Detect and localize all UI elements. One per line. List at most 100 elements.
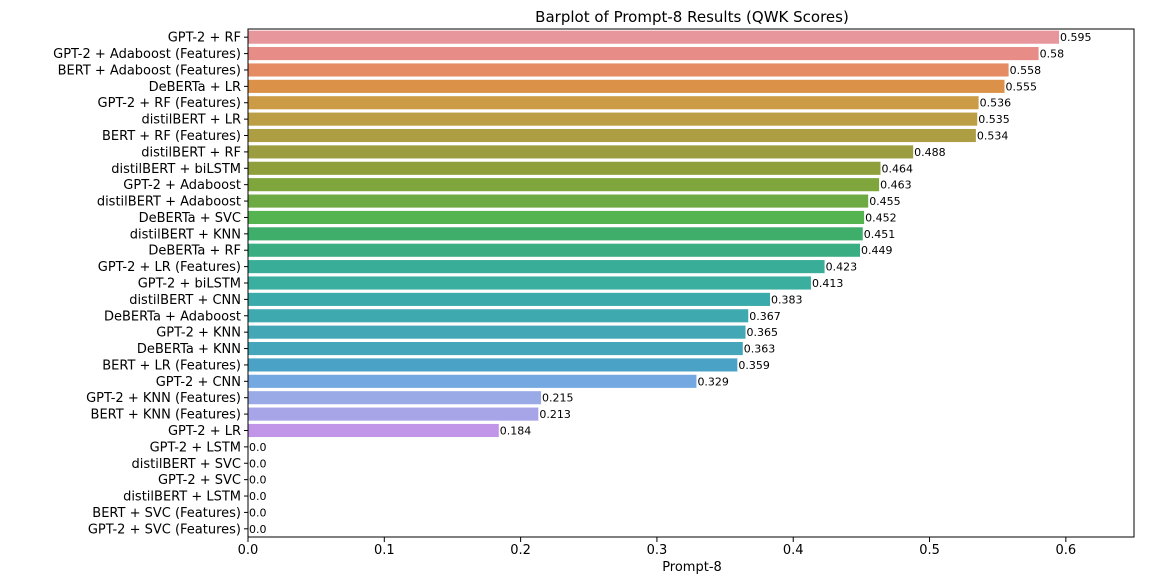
bar <box>248 358 738 372</box>
x-tick-label: 0.3 <box>647 543 668 558</box>
bar <box>248 407 539 421</box>
category-label: distilBERT + KNN <box>130 227 241 242</box>
category-label: BERT + SVC (Features) <box>92 506 241 521</box>
bar <box>248 96 979 110</box>
bar <box>248 112 978 126</box>
bar <box>248 178 880 192</box>
x-tick-label: 0.4 <box>783 543 804 558</box>
value-label: 0.0 <box>249 474 267 487</box>
value-label: 0.558 <box>1010 64 1042 77</box>
bar <box>248 292 771 306</box>
category-label: BERT + Adaboost (Features) <box>58 63 241 78</box>
value-label: 0.365 <box>747 326 779 339</box>
category-label: BERT + KNN (Features) <box>91 408 241 423</box>
value-label: 0.0 <box>249 490 267 503</box>
value-label: 0.329 <box>697 375 729 388</box>
bar <box>248 341 743 356</box>
category-label: distilBERT + Adaboost <box>97 195 241 210</box>
bar <box>248 79 1005 93</box>
chart-title: Barplot of Prompt-8 Results (QWK Scores) <box>535 8 849 26</box>
value-labels: 0.5950.580.5580.5550.5360.5350.5340.4880… <box>249 31 1092 536</box>
bars-layer <box>248 30 1060 438</box>
value-label: 0.488 <box>914 146 946 159</box>
value-label: 0.383 <box>771 293 803 306</box>
category-label: distilBERT + LR <box>141 113 241 128</box>
value-label: 0.363 <box>744 343 776 356</box>
bar <box>248 161 881 175</box>
category-label: GPT-2 + CNN <box>156 375 241 390</box>
value-label: 0.534 <box>977 130 1009 143</box>
value-label: 0.536 <box>980 97 1012 110</box>
category-label: GPT-2 + LSTM <box>150 440 241 455</box>
bar <box>248 145 914 159</box>
category-label: DeBERTa + KNN <box>137 342 241 357</box>
x-tick-label: 0.2 <box>510 543 531 558</box>
bar <box>248 374 697 388</box>
category-label: GPT-2 + KNN <box>156 326 241 341</box>
value-label: 0.184 <box>500 424 532 437</box>
x-axis-label: Prompt-8 <box>662 560 722 575</box>
value-label: 0.535 <box>978 113 1010 126</box>
value-label: 0.452 <box>865 211 897 224</box>
value-label: 0.213 <box>539 408 571 421</box>
category-label: distilBERT + SVC <box>132 457 242 472</box>
bar <box>248 128 976 143</box>
value-label: 0.359 <box>738 359 770 372</box>
value-label: 0.58 <box>1040 48 1065 61</box>
category-label: GPT-2 + KNN (Features) <box>86 391 241 406</box>
value-label: 0.413 <box>812 277 844 290</box>
category-label: GPT-2 + LR (Features) <box>98 260 241 275</box>
category-label: BERT + LR (Features) <box>102 358 241 373</box>
bar <box>248 243 861 257</box>
plot-area-frame <box>247 28 1135 538</box>
category-label: DeBERTa + LR <box>149 80 241 95</box>
value-label: 0.449 <box>861 244 893 257</box>
category-label: GPT-2 + biLSTM <box>138 277 241 292</box>
bar <box>248 227 863 241</box>
category-label: GPT-2 + SVC (Features) <box>88 522 241 537</box>
category-label: GPT-2 + LR <box>168 424 241 439</box>
value-label: 0.451 <box>864 228 896 241</box>
bar <box>248 391 542 405</box>
bar <box>248 309 749 323</box>
value-label: 0.595 <box>1060 31 1092 44</box>
value-label: 0.0 <box>249 523 267 536</box>
category-label: GPT-2 + Adaboost <box>123 178 241 193</box>
category-label: distilBERT + LSTM <box>123 490 241 505</box>
category-label: distilBERT + CNN <box>129 293 241 308</box>
value-label: 0.455 <box>869 195 901 208</box>
x-tick-label: 0.5 <box>919 543 940 558</box>
bar <box>248 210 865 225</box>
category-label: GPT-2 + SVC <box>158 473 241 488</box>
category-label: distilBERT + biLSTM <box>111 162 241 177</box>
category-label: BERT + RF (Features) <box>102 129 241 144</box>
bar <box>248 423 499 438</box>
value-label: 0.367 <box>749 310 781 323</box>
x-tick-label: 0.1 <box>374 543 395 558</box>
bar <box>248 194 869 208</box>
category-label: DeBERTa + Adaboost <box>104 309 241 324</box>
value-label: 0.0 <box>249 441 267 454</box>
bar <box>248 63 1009 77</box>
bar <box>248 30 1060 44</box>
bar <box>248 47 1039 61</box>
bar <box>248 260 825 274</box>
x-tick-label: 0.0 <box>238 543 259 558</box>
category-label: distilBERT + RF <box>141 145 241 160</box>
value-label: 0.423 <box>826 261 858 274</box>
value-label: 0.215 <box>542 392 574 405</box>
value-label: 0.464 <box>881 162 913 175</box>
value-label: 0.0 <box>249 457 267 470</box>
x-axis-ticks: 0.0 0.1 0.2 0.3 0.4 0.5 0.6 <box>238 537 1077 558</box>
category-label: DeBERTa + SVC <box>139 211 241 226</box>
x-tick-label: 0.6 <box>1056 543 1077 558</box>
category-label: GPT-2 + RF (Features) <box>98 96 241 111</box>
category-label: GPT-2 + Adaboost (Features) <box>53 47 241 62</box>
value-label: 0.555 <box>1006 80 1038 93</box>
category-label: DeBERTa + RF <box>148 244 241 259</box>
value-label: 0.0 <box>249 506 267 519</box>
bar <box>248 325 746 339</box>
